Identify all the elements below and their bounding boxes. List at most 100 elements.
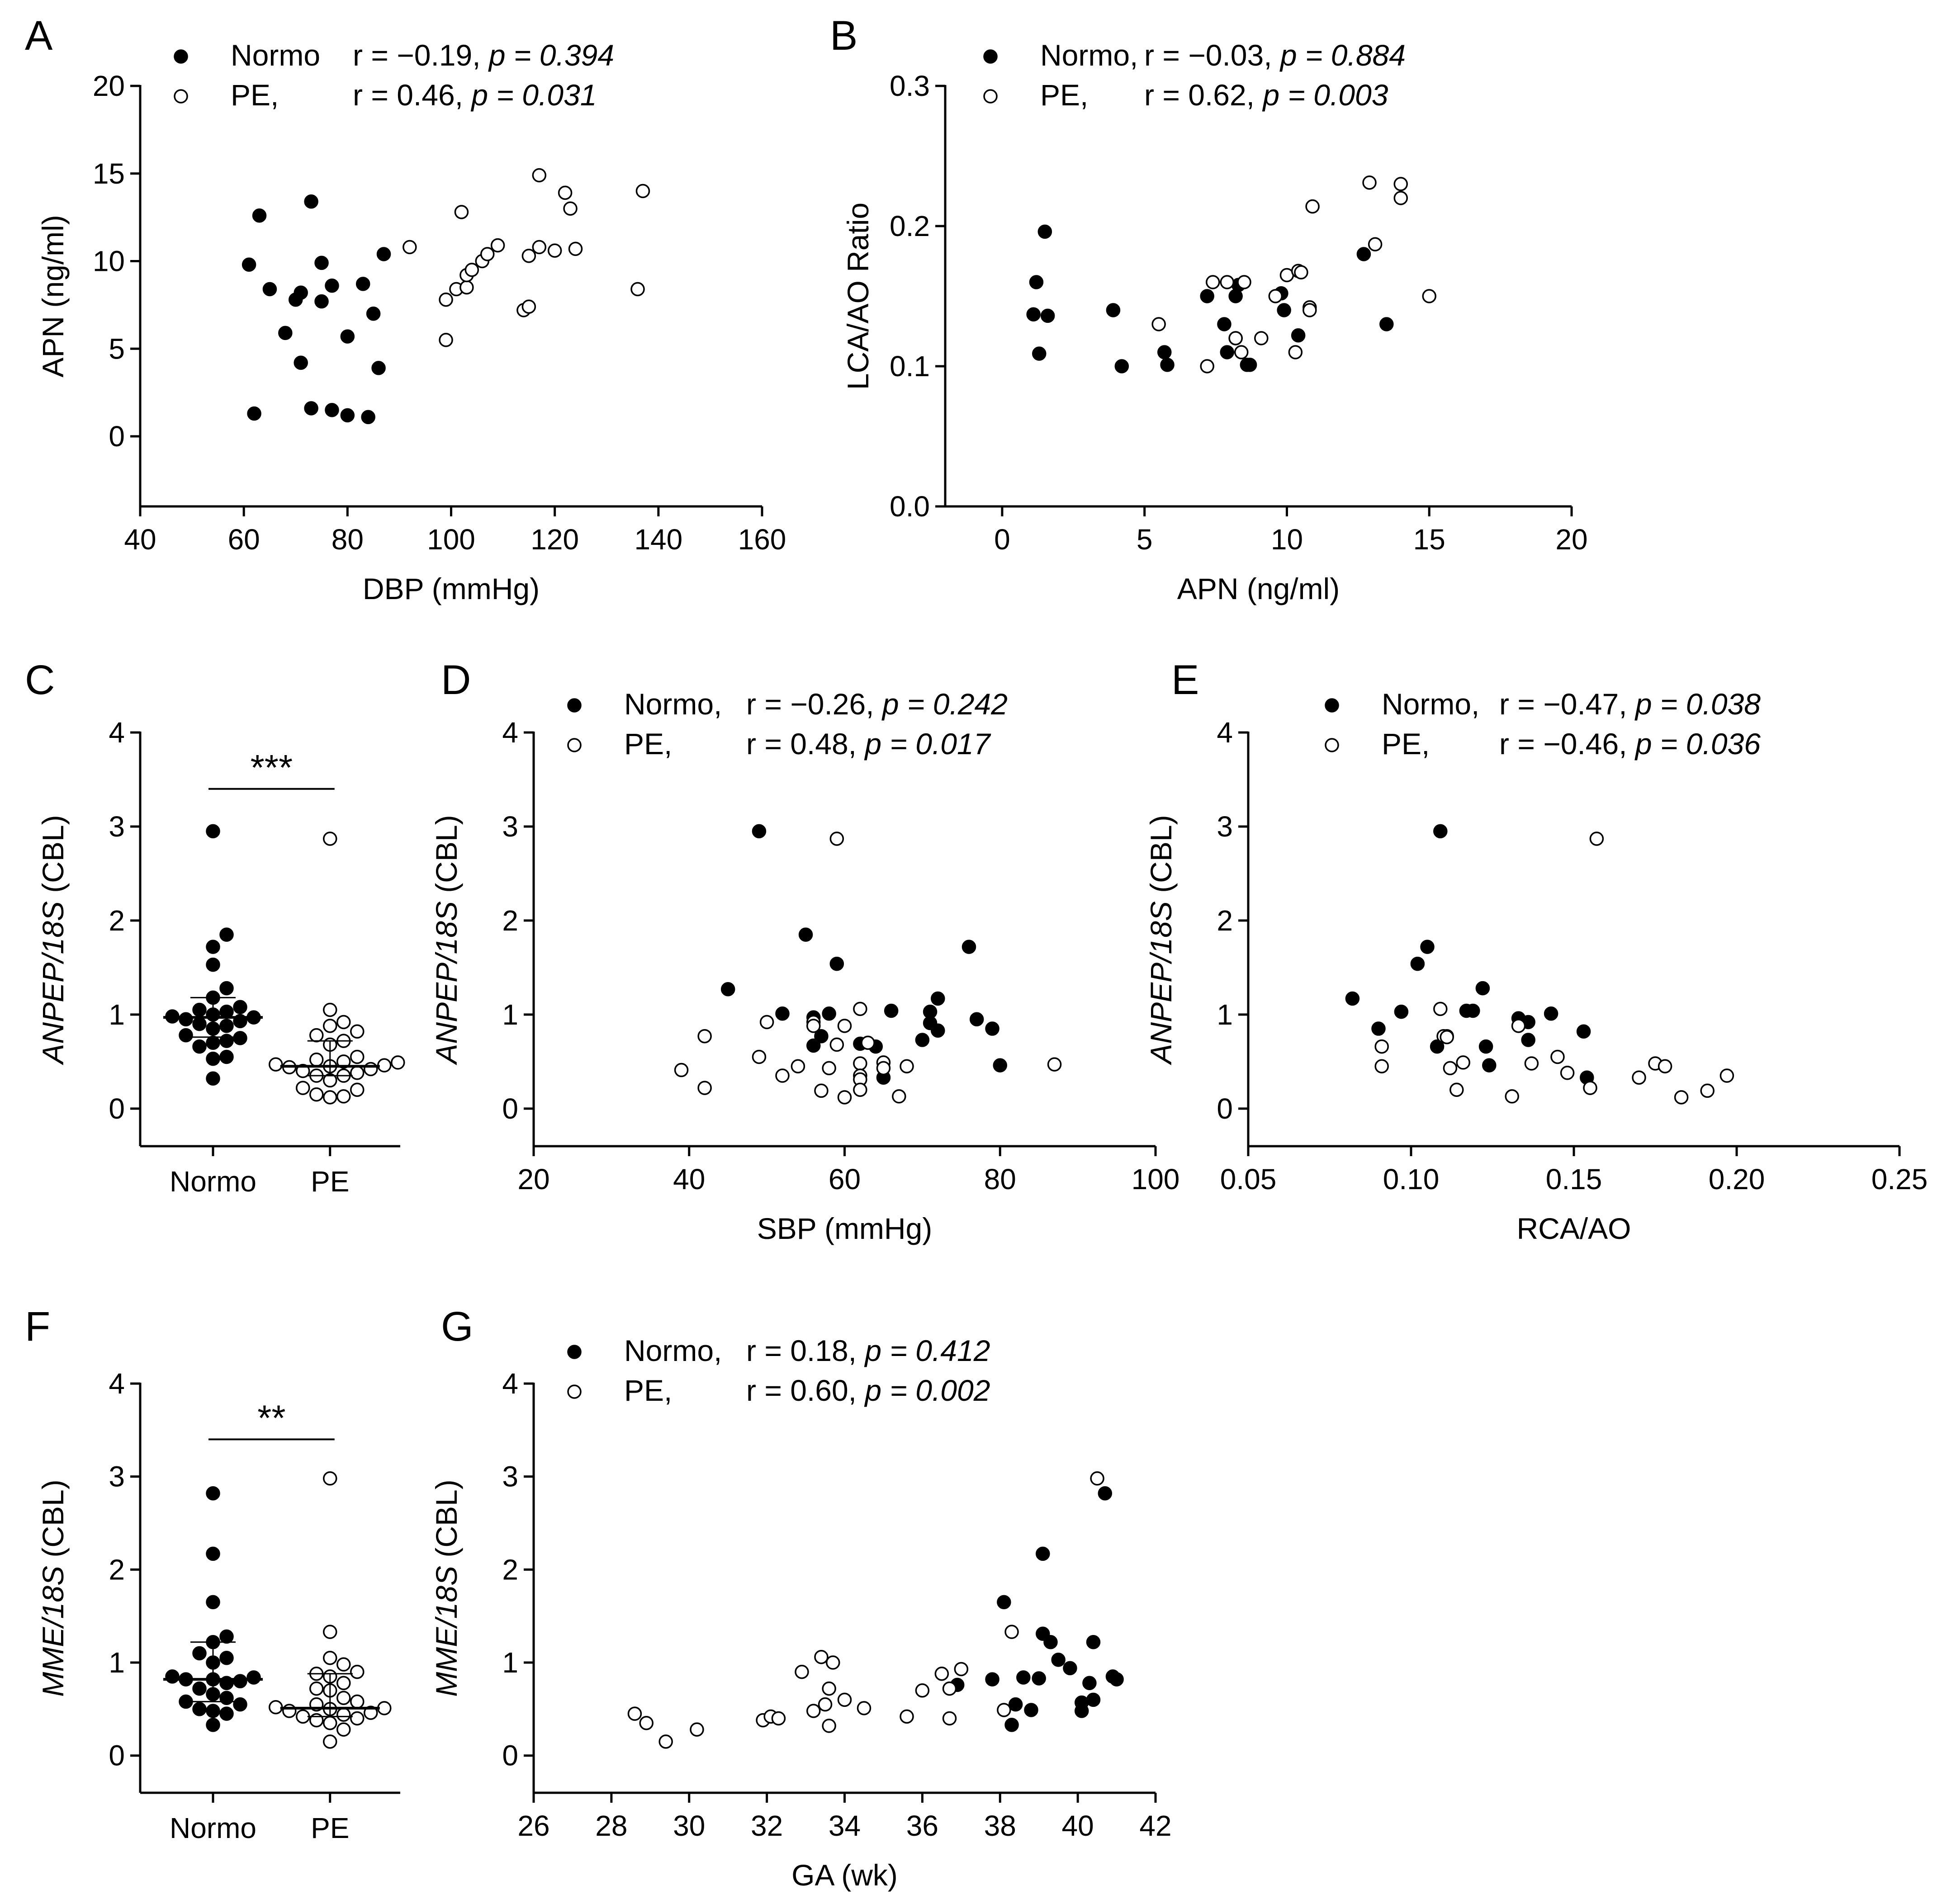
data-point: [294, 355, 308, 370]
y-axis-label-unit: (CBL): [36, 815, 70, 901]
data-point: [371, 361, 386, 375]
data-point: [1700, 1083, 1715, 1098]
x-tick-label: 38: [984, 1810, 1016, 1842]
data-point: [377, 1701, 392, 1715]
x-tick-label: 80: [332, 523, 364, 556]
data-point: [814, 1083, 829, 1098]
data-point: [233, 1000, 247, 1014]
legend-r-value: r = −0.03,: [1144, 38, 1280, 72]
legend-series-name: PE,: [1382, 727, 1430, 761]
y-tick-label: 3: [1217, 810, 1233, 843]
data-point: [1658, 1059, 1672, 1073]
legend-statistic: r = −0.03, p = 0.884: [1144, 38, 1406, 72]
data-point: [1583, 1081, 1597, 1095]
data-point: [1560, 1066, 1575, 1080]
data-point: [915, 1033, 930, 1047]
data-point: [1521, 1033, 1535, 1047]
legend-marker: [567, 1384, 582, 1399]
x-tick-label: 20: [517, 1163, 549, 1195]
data-point: [1371, 1021, 1386, 1036]
x-tick-label: 100: [1132, 1163, 1180, 1195]
data-point: [391, 1055, 405, 1070]
data-point: [775, 1006, 790, 1021]
data-point: [829, 832, 844, 846]
legend-marker: [1325, 698, 1339, 713]
legend-p-value: p = 0.017: [864, 727, 991, 761]
legend-r-value: r = 0.48,: [746, 727, 865, 761]
data-point: [296, 1081, 310, 1095]
legend-marker: [983, 89, 998, 104]
data-point: [997, 1595, 1011, 1610]
data-point: [165, 1669, 180, 1684]
data-point: [1550, 1049, 1565, 1064]
data-point: [1303, 303, 1317, 317]
data-point: [1410, 956, 1425, 971]
data-point: [752, 1049, 767, 1064]
axes: 0 5 10 15 20 40 60 80 100 120 140 160 DBP (mmHg) APN …: [36, 70, 786, 605]
legend-p-value: p = 0.038: [1634, 687, 1761, 721]
data-point: [825, 1655, 840, 1670]
y-tick-label: 0: [109, 1739, 125, 1772]
data-point: [219, 1706, 234, 1721]
data-point: [304, 401, 318, 416]
y-tick-label: 2: [502, 1553, 518, 1586]
legend-marker: [174, 89, 188, 104]
panel-label: E: [1171, 657, 1199, 703]
data-point: [323, 1625, 337, 1639]
data-point: [206, 1071, 220, 1086]
legend-statistic: r = 0.62, p = 0.003: [1144, 78, 1388, 112]
data-point: [1016, 1670, 1031, 1685]
data-point: [294, 285, 308, 300]
data-point: [336, 1657, 351, 1672]
data-point: [296, 1063, 310, 1078]
data-point: [1430, 1039, 1445, 1054]
x-tick-label: 10: [1271, 523, 1303, 556]
data-point: [1374, 1059, 1389, 1073]
data-point: [1086, 1692, 1101, 1707]
data-point: [1505, 1089, 1519, 1104]
data-point: [697, 1081, 712, 1095]
y-tick-label: 3: [502, 1460, 518, 1493]
data-point: [323, 1019, 337, 1033]
y-tick-label: 1: [1217, 998, 1233, 1031]
x-tick-label: 120: [530, 523, 579, 556]
y-tick-label: 3: [109, 810, 125, 843]
data-point: [1674, 1090, 1689, 1105]
y-tick-label: 2: [109, 904, 125, 937]
data-point: [336, 1015, 351, 1030]
data-point: [403, 240, 417, 255]
data-point: [627, 1706, 642, 1721]
legend-r-value: r = 0.46,: [353, 78, 471, 112]
data-point: [233, 1674, 247, 1688]
data-point: [296, 1709, 310, 1724]
x-tick-label: 0.10: [1383, 1163, 1440, 1195]
legend-marker: [174, 49, 188, 64]
data-point: [480, 247, 495, 261]
data-point: [806, 1019, 821, 1033]
data-point: [219, 1691, 234, 1705]
data-point: [1037, 224, 1052, 239]
legend-p-value: p = 0.394: [488, 38, 614, 72]
data-point: [674, 1063, 689, 1077]
data-point: [795, 1664, 809, 1679]
data-point: [350, 1694, 365, 1709]
data-point: [563, 201, 578, 216]
x-tick-label: 34: [829, 1810, 861, 1842]
data-point: [532, 168, 547, 183]
data-point: [206, 1051, 220, 1066]
data-point: [806, 1038, 821, 1053]
data-point: [459, 280, 474, 295]
data-point: [219, 1019, 234, 1033]
data-point: [1632, 1070, 1646, 1085]
data-point: [639, 1715, 654, 1730]
legend-p-value: p = 0.002: [864, 1374, 990, 1407]
data-point: [720, 982, 735, 997]
data-point: [454, 205, 469, 219]
data-point: [350, 1049, 365, 1064]
data-point: [323, 832, 337, 846]
y-tick-label: 0.0: [890, 490, 930, 523]
data-point: [954, 1662, 969, 1677]
data-point: [900, 1059, 914, 1073]
data-point: [1090, 1471, 1104, 1486]
panel-label: A: [25, 13, 53, 59]
